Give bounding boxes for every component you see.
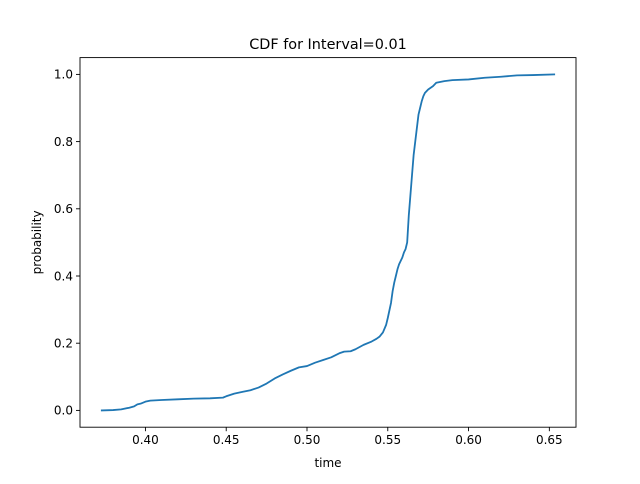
y-tick-label: 0.4 bbox=[54, 269, 73, 283]
plot-area bbox=[80, 57, 576, 428]
x-tick-label: 0.45 bbox=[213, 433, 240, 447]
tick-layer: 0.40 0.45 0.50 0.55 0.60 0.65 0.0 0.2 0.4 0.6 0.8 1… bbox=[54, 68, 563, 448]
cdf-series-line bbox=[100, 73, 556, 412]
y-axis-label: probability bbox=[30, 210, 44, 274]
plot-frame bbox=[79, 57, 577, 428]
x-axis-label: time bbox=[314, 456, 341, 470]
x-tick-label: 0.50 bbox=[294, 433, 321, 447]
x-tick-label: 0.55 bbox=[374, 433, 401, 447]
x-tick-label: 0.65 bbox=[536, 433, 563, 447]
y-tick-label: 0.6 bbox=[54, 202, 73, 216]
y-tick-label: 1.0 bbox=[54, 68, 73, 82]
y-tick-label: 0.8 bbox=[54, 135, 73, 149]
y-tick-label: 0.2 bbox=[54, 337, 73, 351]
x-tick-label: 0.60 bbox=[455, 433, 482, 447]
y-tick-label: 0.0 bbox=[54, 404, 73, 418]
chart-title: CDF for Interval=0.01 bbox=[249, 37, 407, 53]
x-tick-label: 0.40 bbox=[132, 433, 159, 447]
